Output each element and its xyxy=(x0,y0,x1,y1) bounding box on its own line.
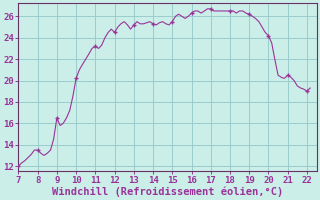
X-axis label: Windchill (Refroidissement éolien,°C): Windchill (Refroidissement éolien,°C) xyxy=(52,186,283,197)
